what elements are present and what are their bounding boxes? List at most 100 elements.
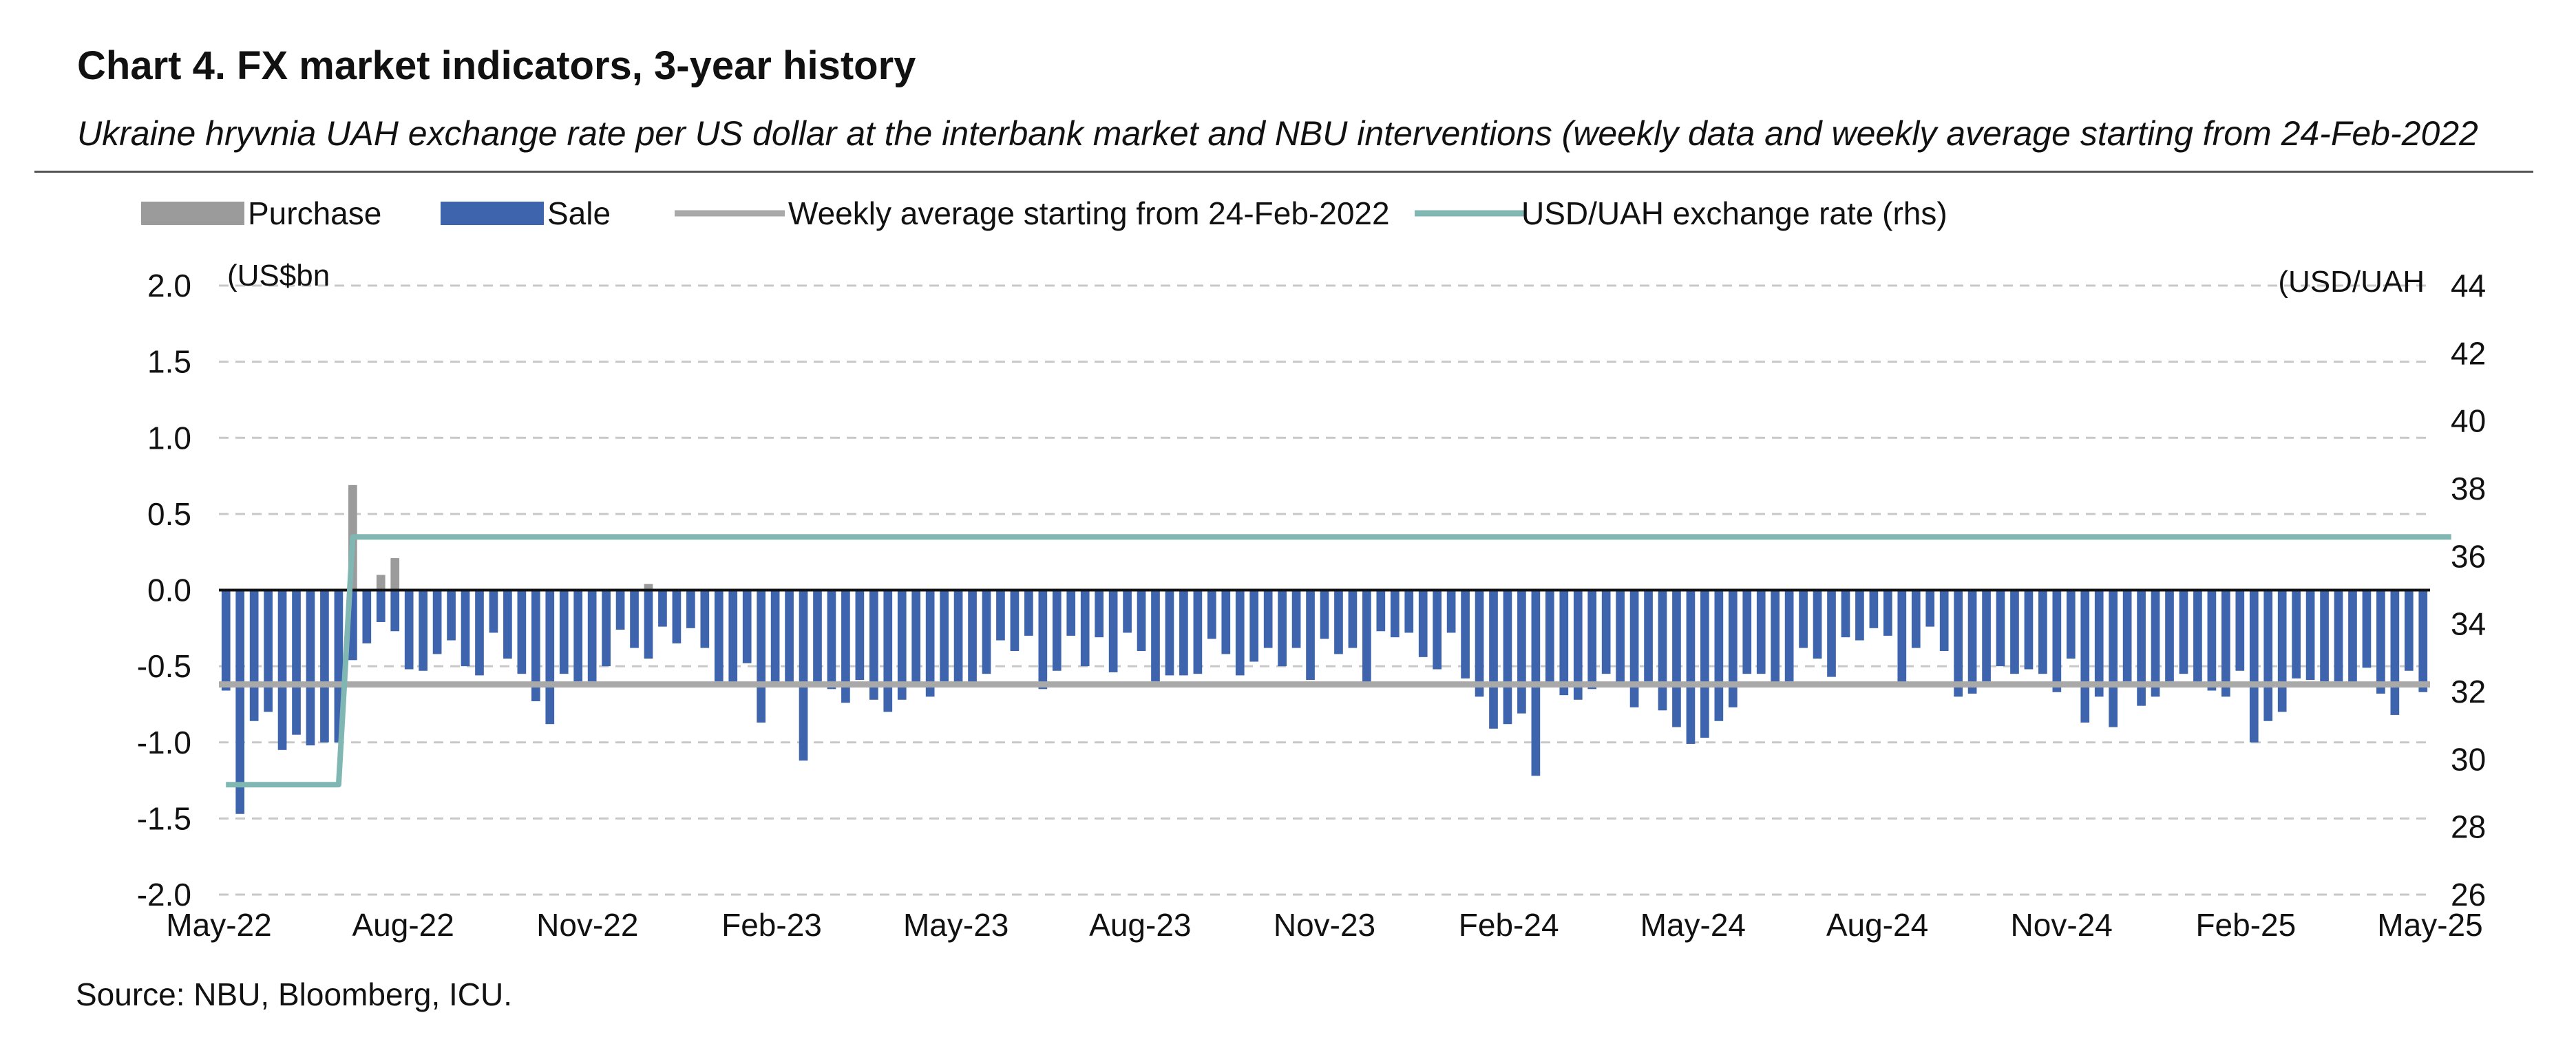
sale-bar [306, 590, 315, 746]
sale-bar [602, 590, 611, 667]
sale-bar [1278, 590, 1287, 667]
sale-bar [1235, 590, 1245, 676]
sale-bar [1756, 590, 1766, 674]
sale-bar [2094, 590, 2104, 697]
y-right-tick-label: 36 [2451, 538, 2486, 574]
grid-lines [219, 284, 2430, 896]
sale-bar [2235, 590, 2245, 671]
sale-bar [925, 590, 935, 697]
sale-bar [1771, 590, 1780, 686]
sale-bar [700, 590, 710, 648]
sale-bar [1644, 590, 1653, 682]
sale-bar [1066, 590, 1076, 636]
sale-bar [447, 590, 456, 641]
fx-chart: 2.0 1.5 1.0 0.5 0.0 -0.5 -1.0 -1.5 -2.0 44 42 40 38… [137, 195, 2486, 943]
legend-usd-uah-rate-label: USD/UAH exchange rate (rhs) [1521, 195, 1947, 231]
sale-bar [1362, 590, 1371, 683]
sale-bar [2277, 590, 2287, 712]
sale-bar [996, 590, 1005, 641]
sale-bar [1728, 590, 1738, 707]
sale-bar [390, 590, 400, 632]
sale-bar [1503, 590, 1512, 725]
sale-bar [2038, 590, 2047, 674]
sale-bar [2221, 590, 2230, 697]
sale-bar [1123, 590, 1132, 633]
x-axis: May-22 Aug-22 Nov-22 Feb-23 May-23 Aug-23 Nov-… [166, 907, 2482, 943]
sale-bar [1095, 590, 1104, 638]
sale-bar [1559, 590, 1569, 696]
y-axis-left-label: (US$bn [227, 259, 330, 292]
sale-bar [728, 590, 738, 683]
sale-bar [545, 590, 555, 725]
x-tick-label: May-25 [2377, 907, 2482, 943]
sale-bar [1137, 590, 1146, 651]
sale-bar [1390, 590, 1400, 638]
sale-bar [221, 590, 231, 691]
sale-bar [742, 590, 752, 663]
y-right-tick-label: 30 [2451, 741, 2486, 777]
sale-bar [461, 590, 470, 667]
x-tick-label: Nov-22 [536, 907, 638, 943]
sale-bar [1841, 590, 1850, 638]
sale-bar [1249, 590, 1259, 662]
sale-bar [1883, 590, 1892, 636]
y-axis-right-label: (USD/UAH [2278, 265, 2425, 299]
purchase-bar [376, 575, 386, 590]
sale-bar [897, 590, 907, 700]
sale-bar [911, 590, 921, 683]
sale-bar [1925, 590, 1935, 627]
y-left-tick-label: 0.0 [147, 573, 191, 608]
sale-bar [362, 590, 372, 643]
sale-bar [235, 590, 245, 814]
x-tick-label: Nov-24 [2011, 907, 2113, 943]
sale-bar [2109, 590, 2118, 727]
purchase-bar [644, 584, 653, 590]
sale-bar [827, 590, 836, 690]
sale-bar [404, 590, 414, 670]
sale-bar [630, 590, 639, 648]
sale-bar [2179, 590, 2188, 674]
sale-bar [2066, 590, 2076, 659]
sale-bar [2122, 590, 2132, 682]
sale-bar [1827, 590, 1836, 677]
sale-bar [292, 590, 301, 735]
sale-bar [1475, 590, 1484, 697]
sale-bar [1263, 590, 1273, 648]
sale-bar [869, 590, 878, 700]
sale-bar [1742, 590, 1752, 674]
title-divider [34, 171, 2533, 173]
sale-bar [2137, 590, 2146, 706]
y-left-tick-label: -1.5 [137, 800, 191, 836]
sale-bar [277, 590, 287, 750]
sale-bar [1616, 590, 1625, 685]
sale-bar [813, 590, 822, 682]
sale-bar [883, 590, 893, 712]
x-tick-label: May-22 [166, 907, 271, 943]
sale-bar [2080, 590, 2090, 723]
sale-bar [489, 590, 498, 633]
sale-bar [2010, 590, 2019, 674]
sale-bar [1348, 590, 1358, 648]
sale-bar [2362, 590, 2372, 668]
sale-bar [615, 590, 625, 630]
sale-bar [1207, 590, 1216, 639]
sale-bar [573, 590, 583, 682]
y-left-tick-label: -0.5 [137, 648, 191, 684]
bars [219, 484, 2430, 814]
sale-bar [770, 590, 780, 682]
sale-bar [531, 590, 540, 702]
chart-subtitle: Ukraine hryvnia UAH exchange rate per US… [77, 114, 2478, 153]
x-tick-label: Aug-23 [1089, 907, 1191, 943]
sale-bar [1686, 590, 1696, 744]
legend-sale-label: Sale [547, 195, 611, 231]
sale-bar [1038, 590, 1048, 690]
purchase-bar [390, 558, 400, 590]
sale-bar [2305, 590, 2315, 681]
sale-bar [376, 590, 386, 622]
sale-bar [1320, 590, 1329, 639]
sale-bar [1193, 590, 1203, 674]
source-note: Source: NBU, Bloomberg, ICU. [76, 976, 513, 1012]
sale-bar [1418, 590, 1428, 657]
legend-purchase-label: Purchase [248, 195, 381, 231]
sale-bar [1813, 590, 1822, 659]
